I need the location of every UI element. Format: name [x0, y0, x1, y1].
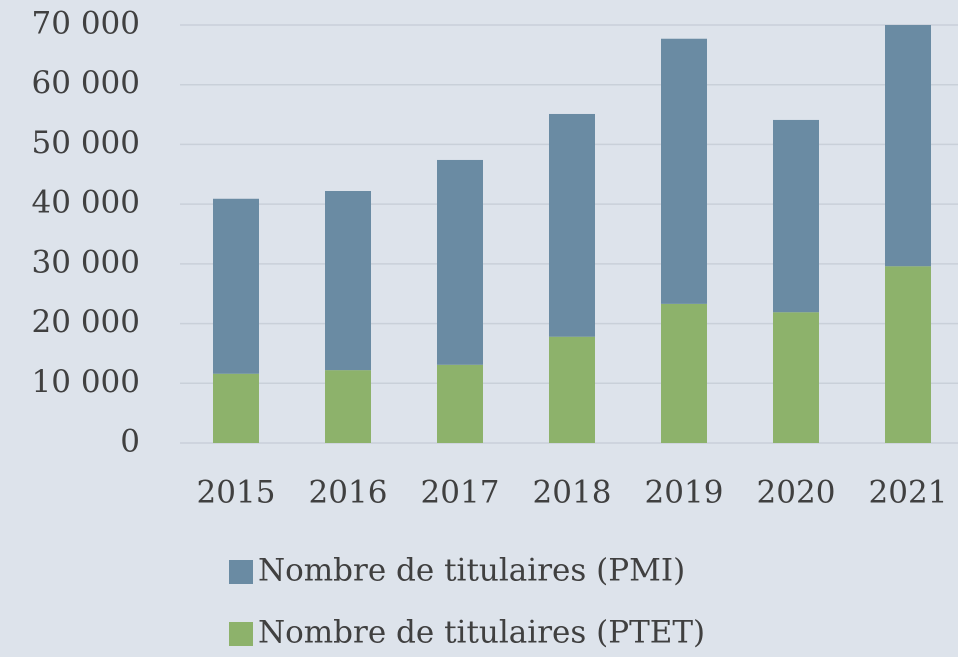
x-tick-label: 2020 — [757, 475, 836, 511]
y-tick-label: 30 000 — [32, 244, 140, 280]
y-tick-label: 40 000 — [32, 185, 140, 221]
legend-label: Nombre de titulaires (PTET) — [258, 615, 705, 651]
y-tick-label: 50 000 — [32, 125, 140, 161]
x-tick-label: 2016 — [309, 475, 388, 511]
y-tick-label: 0 — [120, 424, 140, 460]
legend-swatch — [229, 622, 253, 646]
y-tick-label: 70 000 — [32, 6, 140, 42]
bar-segment — [885, 266, 931, 443]
bar-segment — [773, 119, 819, 313]
bar-segment — [549, 336, 595, 443]
x-tick-label: 2018 — [533, 475, 612, 511]
bar-segment — [885, 25, 931, 267]
x-tick-label: 2017 — [421, 475, 500, 511]
bar-segment — [437, 159, 483, 365]
bar-segment — [213, 198, 259, 374]
y-tick-label: 10 000 — [32, 364, 140, 400]
bar-segment — [661, 38, 707, 304]
bar-segment — [549, 113, 595, 337]
bar-segment — [437, 364, 483, 443]
x-tick-label: 2015 — [197, 475, 276, 511]
legend-label: Nombre de titulaires (PMI) — [258, 553, 685, 589]
y-tick-label: 60 000 — [32, 65, 140, 101]
y-tick-label: 20 000 — [32, 304, 140, 340]
bar-segment — [325, 191, 371, 371]
x-tick-label: 2021 — [869, 475, 948, 511]
bar-segment — [213, 373, 259, 443]
bar-segment — [325, 370, 371, 443]
bar-segment — [661, 303, 707, 443]
bar-segment — [773, 312, 819, 443]
x-tick-label: 2019 — [645, 475, 724, 511]
legend-swatch — [229, 560, 253, 584]
